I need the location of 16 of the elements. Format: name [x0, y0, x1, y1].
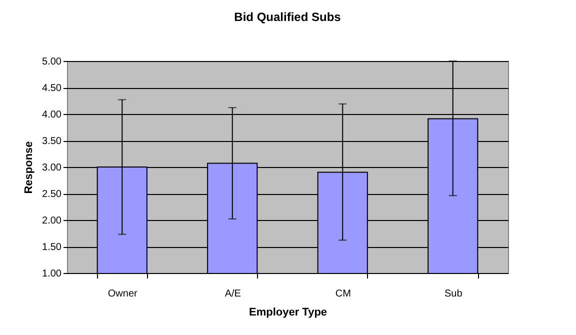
y-axis-title: Response	[23, 141, 36, 194]
y-tick-label: 1.50	[42, 242, 62, 253]
y-tick-label: 1.00	[42, 268, 62, 280]
x-tick-label: A/E	[224, 288, 242, 300]
y-tick-label: 4.00	[42, 110, 62, 120]
x-axis-title: Employer Type	[248, 306, 328, 318]
y-tick-label: 3.00	[42, 162, 62, 174]
y-tick-label: 4.50	[42, 83, 62, 94]
y-tick-label: 3.50	[42, 136, 62, 147]
x-tick-label: Owner	[108, 288, 138, 300]
y-tick-label: 2.50	[42, 189, 62, 200]
y-tick-label: 5.00	[42, 56, 62, 68]
chart-title: Bid Qualified Subs	[234, 10, 342, 24]
y-tick-label: 2.00	[42, 216, 62, 226]
x-tick-label: Sub	[444, 288, 463, 300]
x-tick-label: CM	[335, 288, 351, 300]
